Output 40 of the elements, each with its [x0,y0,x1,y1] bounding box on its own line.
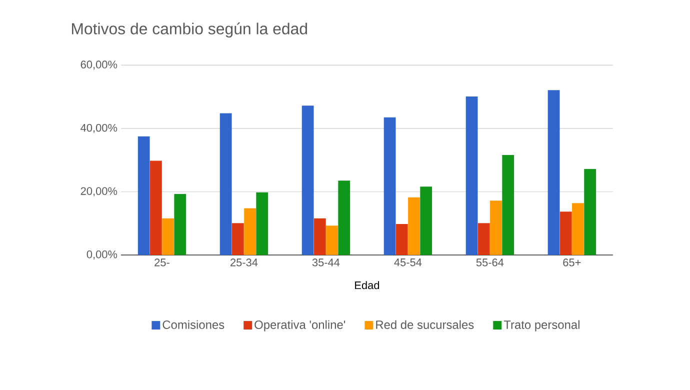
bar [244,208,256,255]
x-tick-label: 45-54 [394,258,422,266]
x-tick-label: 65+ [563,258,581,266]
legend-label: Red de sucursales [376,320,474,329]
bar [174,194,186,255]
y-tick-label: 40,00% [80,124,118,133]
legend-label: Comisiones [162,320,224,329]
bar [256,192,268,255]
bar [466,96,478,255]
bar [338,180,350,255]
bar [572,203,584,255]
bar [302,106,314,255]
y-tick-label: 60,00% [80,60,118,70]
bar [150,160,162,255]
chart-title: Motivos de cambio según la edad [72,22,308,38]
bar [560,212,572,255]
bar [138,136,150,255]
legend-label: Operativa 'online' [254,320,346,332]
y-tick-label: 0,00% [86,250,118,260]
bar [490,200,502,255]
bar [502,154,514,255]
bar [314,218,326,255]
bar [162,218,174,255]
y-tick-label: 20,00% [80,187,118,196]
x-tick-label: 35-44 [312,258,340,266]
x-tick-label: 25-34 [230,258,258,266]
bar [326,226,338,255]
bar [232,222,244,255]
bar [548,90,560,255]
bar [478,222,490,255]
bar [584,168,596,255]
x-tick-label: 55-64 [476,258,504,266]
x-axis-title: Edad [355,281,380,290]
bar [220,113,232,255]
bar [408,197,420,255]
legend-label: Trato personal [504,320,580,332]
x-tick-label: 25- [154,258,170,266]
bar [396,224,408,255]
bar [420,186,432,255]
bar [384,117,396,255]
